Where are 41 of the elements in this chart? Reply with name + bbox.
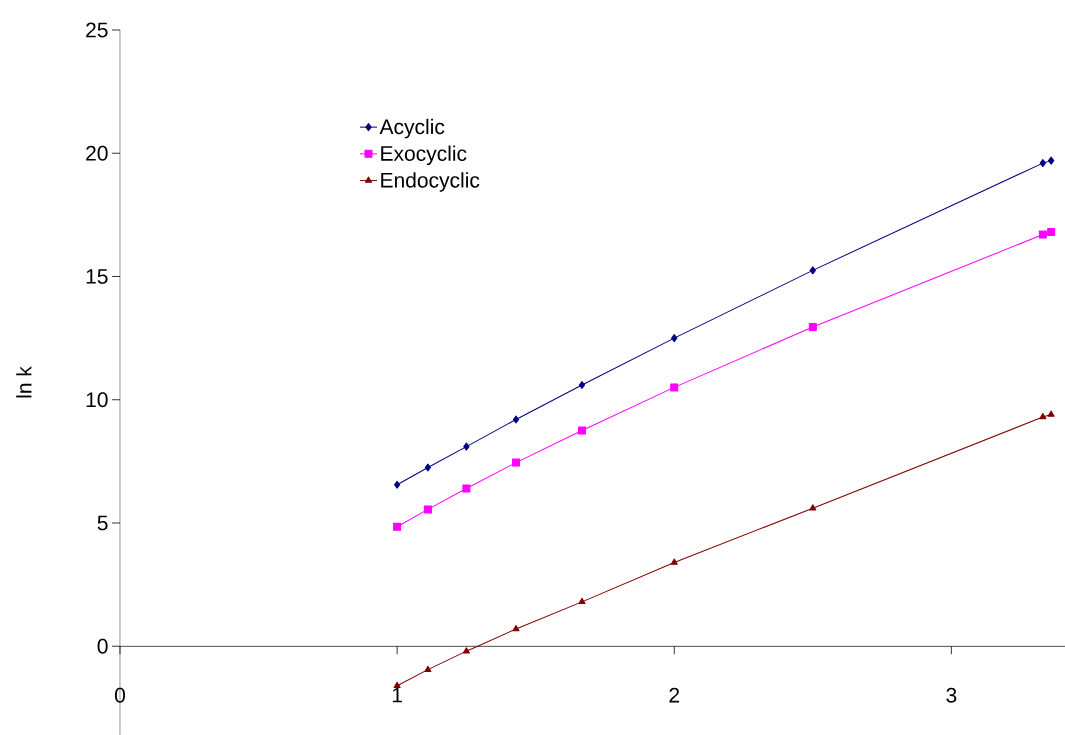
point xyxy=(1048,156,1055,165)
point xyxy=(578,597,586,605)
x-tick-label: 1 xyxy=(392,687,402,703)
point xyxy=(393,522,402,531)
point xyxy=(809,504,817,511)
point xyxy=(393,681,401,688)
point xyxy=(1047,228,1056,237)
point xyxy=(808,323,817,332)
point xyxy=(512,624,520,632)
legend-label: Endocyclic xyxy=(381,172,480,192)
y-axis-title: ln k xyxy=(16,366,32,398)
point xyxy=(1039,413,1047,420)
point xyxy=(1047,410,1055,417)
point xyxy=(424,463,432,472)
point xyxy=(809,266,816,275)
point xyxy=(512,415,520,424)
x-tick-label: 3 xyxy=(946,687,957,703)
point xyxy=(1038,230,1047,239)
y-tick-label: 25 xyxy=(86,22,108,38)
point xyxy=(463,442,470,451)
x-tick-label: 0 xyxy=(114,687,126,703)
point xyxy=(462,647,470,654)
point xyxy=(577,426,586,435)
legend-label: Acyclic xyxy=(379,118,445,139)
point xyxy=(670,383,679,392)
y-tick-label: 20 xyxy=(86,145,108,161)
point xyxy=(1039,159,1046,168)
y-tick-label: 15 xyxy=(86,269,108,284)
point xyxy=(424,665,432,672)
y-tick-label: 5 xyxy=(97,515,108,531)
y-tick-label: 0 xyxy=(97,638,108,654)
point xyxy=(462,484,471,493)
point xyxy=(670,558,678,565)
legend-label: Exocyclic xyxy=(381,145,467,166)
x-tick-label: 2 xyxy=(669,687,680,703)
point xyxy=(578,380,586,389)
point xyxy=(394,480,401,489)
point xyxy=(671,334,678,343)
point xyxy=(512,458,521,467)
y-tick-label: 10 xyxy=(86,392,108,408)
point xyxy=(423,505,432,514)
